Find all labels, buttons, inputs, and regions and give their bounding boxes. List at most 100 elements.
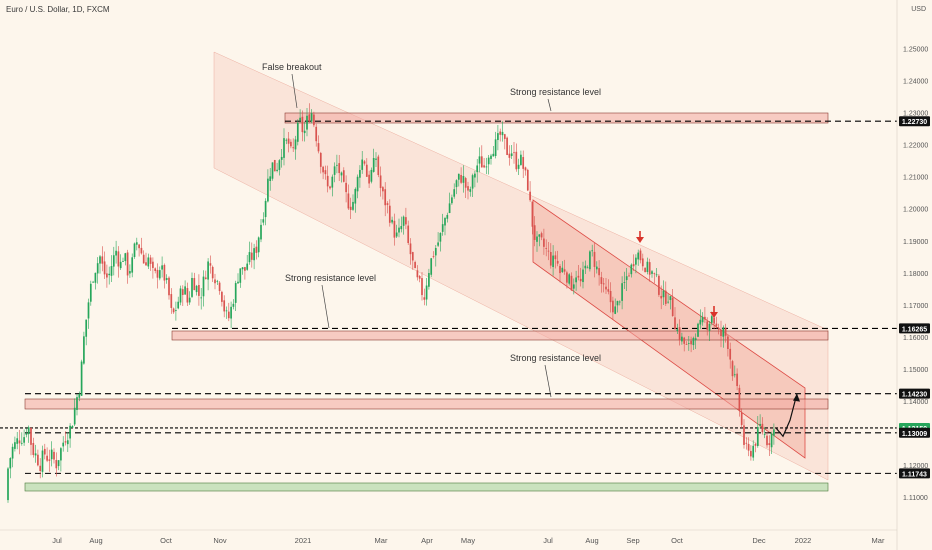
candle-body (165, 278, 168, 281)
candle-body (409, 243, 412, 255)
price-tag (899, 323, 930, 334)
candle-body (625, 276, 628, 281)
candle-body (510, 153, 513, 157)
candle-body (593, 251, 596, 267)
red-arrow-down-icon (710, 306, 718, 318)
price-tag-label: 1.11743 (902, 471, 927, 478)
x-tick-label: Aug (89, 536, 102, 545)
candle-body (579, 278, 582, 282)
candle-body (331, 176, 334, 188)
candle-body (207, 261, 209, 280)
candle-body (23, 437, 25, 443)
candle-body (697, 323, 699, 337)
candle-body (586, 267, 589, 269)
price-axis[interactable]: 1.110001.120001.130001.140001.150001.160… (896, 0, 932, 550)
candle-body (345, 182, 347, 193)
candle-body (540, 233, 543, 238)
candle-body (628, 275, 630, 277)
candle-body (526, 169, 529, 191)
candle-body (492, 153, 495, 157)
candle-body (218, 282, 221, 292)
candle-body (225, 310, 228, 312)
candle-body (773, 429, 775, 436)
candle-body (375, 158, 377, 160)
candle-body (607, 289, 610, 292)
time-axis[interactable]: Jul Aug Oct Nov 2021 Mar Apr May Jul Aug Sep Oct Dec… (0, 529, 897, 545)
candle-body (602, 283, 605, 285)
price-tag (899, 116, 930, 127)
candle-body (630, 264, 633, 275)
resistance-zone-top (284, 112, 829, 124)
y-tick-label: 1.15000 (903, 367, 928, 374)
candle-body (57, 460, 60, 467)
candle-body (326, 175, 329, 187)
candle-body (487, 157, 490, 165)
candle-body (296, 122, 299, 142)
candle-body (221, 291, 223, 302)
zone-layer (24, 112, 829, 492)
candle-body (414, 262, 416, 269)
candle-body (230, 306, 232, 319)
candle-body (671, 297, 674, 317)
candle-body (273, 160, 276, 172)
candle-body (441, 224, 444, 232)
candle-body (126, 252, 129, 276)
annotation-resistance-top: Strong resistance level (510, 87, 601, 97)
candle-body (211, 266, 214, 279)
candle-body (382, 187, 384, 192)
candle-body (388, 205, 391, 223)
candle-body (437, 242, 439, 246)
candle-body (421, 278, 423, 296)
y-tick-label: 1.19000 (903, 239, 928, 246)
candle-body (759, 423, 761, 426)
candle-body (78, 394, 81, 398)
y-tick-label: 1.17000 (903, 303, 928, 310)
candle-body (738, 387, 741, 411)
candle-body (117, 251, 120, 267)
candle-body (239, 268, 242, 283)
candle-body (310, 113, 313, 122)
x-tick-label: May (461, 536, 475, 545)
annotation-arrow (544, 364, 552, 398)
candle-body (177, 301, 180, 309)
candle-body (181, 289, 184, 296)
x-tick-label: Jul (52, 536, 62, 545)
candle-body (713, 317, 715, 324)
candle-body (632, 264, 635, 267)
candle-body (648, 262, 651, 275)
candle-body (531, 201, 534, 227)
candle-body (497, 133, 499, 141)
candle-body (710, 316, 713, 323)
candle-body (163, 264, 166, 281)
candle-body (269, 176, 272, 182)
candle-body (25, 433, 28, 435)
candle-body (494, 139, 497, 156)
candle-body (363, 161, 366, 164)
candle-body (278, 160, 281, 170)
candle-body (538, 234, 541, 237)
projection-path (775, 393, 800, 438)
candle-body (99, 256, 101, 264)
candle-body (170, 294, 173, 308)
candle-body (503, 134, 506, 139)
candle-body (285, 139, 288, 141)
candle-body (89, 283, 92, 302)
candle-body (756, 427, 759, 446)
annotation-resistance-low: Strong resistance level (510, 353, 601, 363)
candle-body (11, 446, 14, 459)
candle-body (55, 460, 58, 469)
candle-body (692, 337, 695, 346)
candle-body (522, 157, 525, 169)
candle-body (752, 445, 755, 458)
candle-body (92, 281, 94, 283)
x-tick-label: Apr (421, 536, 433, 545)
candle-body (612, 300, 614, 313)
price-tag-label: 1.22730 (902, 119, 927, 126)
annotation-layer: False breakout Strong resistance level S… (262, 62, 718, 398)
candle-body (359, 169, 361, 178)
candle-body (253, 248, 255, 261)
candle-body (283, 138, 285, 158)
candle-body (156, 269, 159, 278)
candle-body (529, 191, 531, 201)
